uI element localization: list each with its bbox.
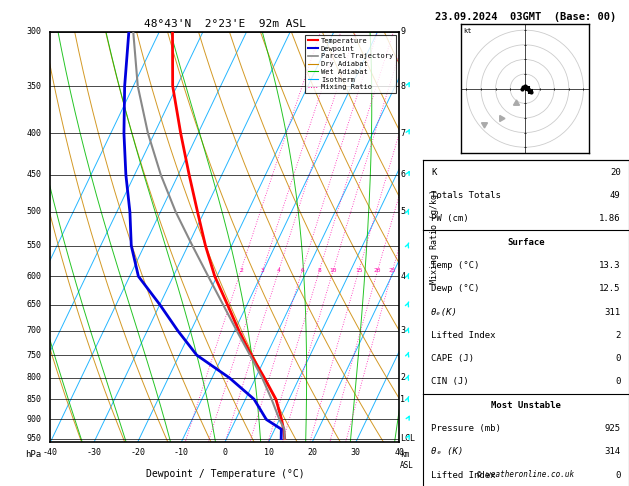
Text: 10: 10 xyxy=(330,268,337,273)
Text: 650: 650 xyxy=(26,300,42,309)
Text: kt: kt xyxy=(463,28,472,34)
Text: θₑ(K): θₑ(K) xyxy=(431,308,458,316)
Text: 9: 9 xyxy=(400,27,405,36)
Text: 311: 311 xyxy=(604,308,621,316)
Text: 0: 0 xyxy=(223,449,227,457)
Text: 300: 300 xyxy=(26,27,42,36)
Text: -20: -20 xyxy=(130,449,145,457)
Text: 0: 0 xyxy=(615,354,621,363)
Text: 314: 314 xyxy=(604,448,621,456)
Text: CIN (J): CIN (J) xyxy=(431,378,469,386)
Text: 2: 2 xyxy=(400,373,405,382)
Text: K: K xyxy=(431,168,437,176)
Text: Lifted Index: Lifted Index xyxy=(431,471,496,480)
Text: 8: 8 xyxy=(318,268,321,273)
Text: Temp (°C): Temp (°C) xyxy=(431,261,479,270)
Text: 12.5: 12.5 xyxy=(599,284,621,293)
Text: 8: 8 xyxy=(400,82,405,90)
Text: Dewpoint / Temperature (°C): Dewpoint / Temperature (°C) xyxy=(145,469,304,479)
Text: km
ASL: km ASL xyxy=(400,451,414,470)
Text: 0: 0 xyxy=(615,471,621,480)
Text: 400: 400 xyxy=(26,129,42,138)
Text: CAPE (J): CAPE (J) xyxy=(431,354,474,363)
Text: 500: 500 xyxy=(26,208,42,216)
Text: Lifted Index: Lifted Index xyxy=(431,331,496,340)
Text: 20: 20 xyxy=(374,268,381,273)
Text: PW (cm): PW (cm) xyxy=(431,214,469,223)
Text: 3: 3 xyxy=(400,326,405,335)
Text: 5: 5 xyxy=(400,208,405,216)
Text: -10: -10 xyxy=(174,449,189,457)
Text: 20: 20 xyxy=(610,168,621,176)
Text: θₑ (K): θₑ (K) xyxy=(431,448,463,456)
Text: 23.09.2024  03GMT  (Base: 00): 23.09.2024 03GMT (Base: 00) xyxy=(435,12,616,22)
Text: 1.86: 1.86 xyxy=(599,214,621,223)
Text: 600: 600 xyxy=(26,272,42,281)
Text: 950: 950 xyxy=(26,434,42,443)
Text: 925: 925 xyxy=(604,424,621,433)
Text: hPa: hPa xyxy=(25,451,42,459)
Text: 10: 10 xyxy=(264,449,274,457)
Text: 13.3: 13.3 xyxy=(599,261,621,270)
Text: 1: 1 xyxy=(400,395,405,404)
Text: -40: -40 xyxy=(43,449,58,457)
Text: Surface: Surface xyxy=(507,238,545,246)
Text: 750: 750 xyxy=(26,350,42,360)
Text: 49: 49 xyxy=(610,191,621,200)
Text: 450: 450 xyxy=(26,170,42,179)
Title: 48°43'N  2°23'E  92m ASL: 48°43'N 2°23'E 92m ASL xyxy=(144,19,306,30)
Text: 6: 6 xyxy=(300,268,304,273)
Text: 30: 30 xyxy=(351,449,361,457)
Text: 2: 2 xyxy=(239,268,243,273)
Text: 40: 40 xyxy=(394,449,404,457)
Text: 20: 20 xyxy=(307,449,317,457)
Text: 2: 2 xyxy=(615,331,621,340)
Text: © weatheronline.co.uk: © weatheronline.co.uk xyxy=(477,469,574,479)
Text: Totals Totals: Totals Totals xyxy=(431,191,501,200)
Text: 4: 4 xyxy=(277,268,281,273)
Text: 850: 850 xyxy=(26,395,42,404)
Text: 6: 6 xyxy=(400,170,405,179)
Text: Mixing Ratio (g/kg): Mixing Ratio (g/kg) xyxy=(430,190,439,284)
Text: 900: 900 xyxy=(26,415,42,424)
Text: Most Unstable: Most Unstable xyxy=(491,401,561,410)
Text: -30: -30 xyxy=(86,449,101,457)
Text: 4: 4 xyxy=(400,272,405,281)
Text: Pressure (mb): Pressure (mb) xyxy=(431,424,501,433)
Text: 25: 25 xyxy=(389,268,396,273)
Text: 700: 700 xyxy=(26,326,42,335)
Legend: Temperature, Dewpoint, Parcel Trajectory, Dry Adiabat, Wet Adiabat, Isotherm, Mi: Temperature, Dewpoint, Parcel Trajectory… xyxy=(305,35,396,93)
Text: LCL: LCL xyxy=(400,434,415,443)
Text: 7: 7 xyxy=(400,129,405,138)
Text: 550: 550 xyxy=(26,241,42,250)
Text: 3: 3 xyxy=(261,268,265,273)
Text: 350: 350 xyxy=(26,82,42,90)
Text: Dewp (°C): Dewp (°C) xyxy=(431,284,479,293)
Text: 0: 0 xyxy=(615,378,621,386)
Text: 800: 800 xyxy=(26,373,42,382)
Text: 15: 15 xyxy=(355,268,362,273)
